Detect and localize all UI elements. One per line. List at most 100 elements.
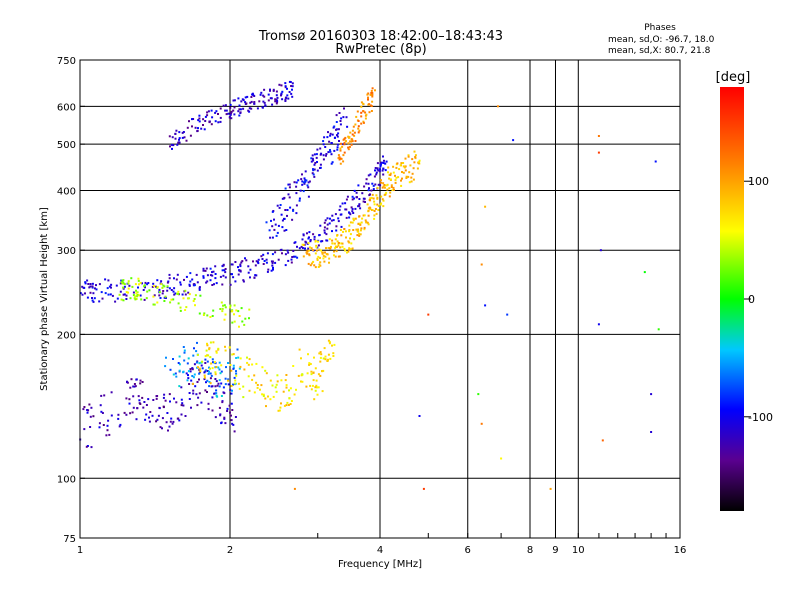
data-point	[347, 142, 350, 145]
data-point	[220, 370, 223, 373]
data-point	[321, 252, 324, 255]
data-point	[347, 250, 350, 253]
data-point	[172, 298, 175, 301]
data-point	[390, 186, 393, 188]
data-point	[201, 367, 204, 370]
data-point	[327, 353, 330, 356]
data-point	[127, 291, 129, 294]
data-point	[214, 378, 217, 380]
data-point	[314, 162, 317, 164]
data-point	[387, 171, 389, 174]
data-point	[292, 255, 295, 258]
data-point	[324, 146, 327, 148]
data-point	[392, 186, 395, 189]
data-point	[357, 222, 360, 225]
data-point	[172, 144, 175, 147]
data-point	[231, 389, 233, 392]
data-point	[650, 393, 653, 396]
data-point	[215, 392, 218, 395]
data-point	[248, 107, 251, 110]
data-point	[131, 285, 134, 288]
data-point	[174, 372, 177, 375]
data-point	[106, 429, 109, 432]
data-point	[203, 376, 206, 379]
data-point	[158, 294, 161, 297]
data-point	[319, 264, 322, 267]
data-point	[181, 131, 184, 134]
data-point	[398, 168, 401, 171]
data-point	[272, 395, 275, 398]
data-point	[218, 406, 221, 409]
data-point	[164, 399, 167, 402]
data-point	[188, 283, 191, 286]
data-point	[308, 363, 311, 366]
data-point	[184, 415, 187, 417]
data-point	[224, 313, 227, 316]
data-point	[280, 94, 282, 97]
data-point	[318, 263, 321, 266]
data-point	[157, 414, 160, 417]
data-point	[188, 293, 191, 296]
data-point	[335, 114, 338, 117]
data-point	[300, 178, 303, 181]
data-point	[281, 226, 284, 229]
data-point	[174, 137, 177, 140]
data-point	[360, 221, 363, 224]
data-point	[204, 120, 207, 122]
data-point	[295, 181, 298, 184]
data-point	[287, 97, 290, 100]
data-point	[276, 204, 279, 207]
data-point	[279, 204, 282, 206]
data-point	[256, 386, 259, 389]
data-point	[100, 291, 103, 294]
data-point	[217, 347, 220, 350]
data-point	[350, 206, 353, 209]
data-point	[169, 400, 171, 403]
data-point	[183, 351, 186, 354]
data-point	[132, 385, 135, 388]
x-tick-label: 8	[527, 545, 533, 556]
data-point	[223, 416, 226, 419]
data-point	[339, 205, 342, 208]
data-point	[85, 445, 88, 448]
data-point	[368, 103, 371, 106]
colorbar	[720, 87, 744, 511]
data-point	[178, 419, 181, 422]
data-point	[292, 365, 295, 367]
data-point	[311, 154, 314, 157]
data-point	[387, 166, 390, 169]
data-point	[374, 89, 376, 92]
data-point	[280, 213, 283, 216]
data-point	[214, 361, 216, 364]
data-point	[214, 273, 217, 275]
data-point	[83, 406, 86, 408]
data-point	[358, 204, 361, 207]
data-point	[307, 181, 310, 184]
data-point	[344, 249, 347, 252]
data-point	[160, 280, 163, 283]
data-point	[223, 304, 226, 307]
data-point	[237, 310, 240, 313]
data-point	[363, 226, 366, 229]
data-point	[235, 370, 237, 373]
data-point	[95, 288, 98, 291]
data-point	[247, 265, 250, 268]
data-point	[279, 406, 282, 409]
data-point	[218, 361, 221, 364]
data-point	[326, 227, 329, 230]
data-point	[177, 302, 180, 305]
data-point	[382, 167, 385, 170]
data-point	[206, 114, 209, 117]
data-point	[304, 179, 307, 182]
data-point	[404, 157, 407, 160]
data-point	[275, 234, 278, 237]
data-point	[352, 125, 355, 128]
data-point	[291, 82, 294, 85]
data-point	[271, 264, 274, 267]
data-point	[315, 249, 318, 252]
data-point	[237, 273, 240, 276]
data-point	[155, 397, 158, 400]
data-point	[230, 112, 233, 114]
data-point	[202, 124, 204, 126]
data-point	[206, 370, 209, 372]
